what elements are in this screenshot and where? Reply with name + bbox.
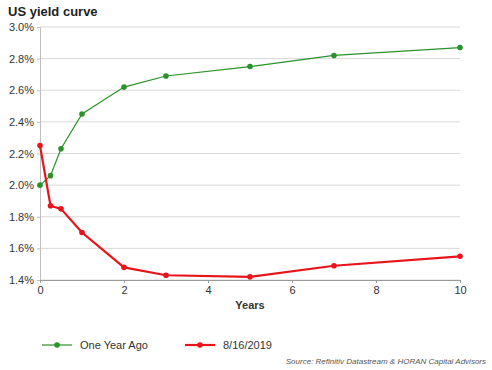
legend-label: 8/16/2019 — [223, 339, 272, 351]
x-tick-mark — [40, 280, 41, 283]
series-point — [163, 272, 169, 278]
x-axis: 0 2 4 6 8 10 — [37, 280, 466, 296]
legend-item: 8/16/2019 — [185, 339, 272, 351]
chart-title: US yield curve — [8, 4, 98, 19]
chart-svg: US yield curve 1.4% 1.6% 1.8% 2.0% 2.2% 2.4% 2.… — [0, 0, 492, 370]
y-tick: 3.0% — [9, 21, 40, 33]
y-axis-line — [37, 28, 41, 281]
y-tick: 2.2% — [9, 148, 40, 160]
series-point — [247, 64, 253, 70]
series-point — [331, 53, 337, 59]
y-tick-mark — [37, 248, 40, 249]
y-tick-label: 3.0% — [9, 21, 34, 33]
series-point — [79, 230, 85, 236]
y-tick-mark — [37, 90, 40, 91]
legend-label: One Year Ago — [80, 339, 148, 351]
grid — [40, 27, 460, 280]
series-point — [37, 143, 43, 149]
series-point — [163, 73, 169, 79]
y-axis: 1.4% 1.6% 1.8% 2.0% 2.2% 2.4% 2.6% 2.8% 3.0% — [9, 21, 41, 286]
series-point — [457, 45, 463, 51]
source-note: Source: Refinitiv Datastream & HORAN Cap… — [286, 357, 486, 366]
y-tick: 2.8% — [9, 53, 40, 65]
marks — [37, 45, 463, 280]
grid-line — [40, 216, 460, 217]
series-point — [247, 274, 253, 280]
series-point — [58, 146, 64, 152]
grid-line — [40, 121, 460, 122]
series-point — [37, 182, 43, 188]
series-line — [40, 48, 460, 186]
legend-marker — [54, 342, 60, 348]
y-tick: 1.4% — [9, 274, 40, 286]
series-point — [331, 263, 337, 269]
x-tick: 8 — [373, 280, 379, 296]
y-tick-mark — [37, 217, 40, 218]
x-tick-label: 6 — [289, 284, 295, 296]
x-tick-label: 10 — [454, 284, 466, 296]
y-tick-label: 1.6% — [9, 242, 34, 254]
legend-item: One Year Ago — [42, 339, 148, 351]
y-tick: 1.8% — [9, 211, 40, 223]
grid-line — [40, 90, 460, 91]
y-tick: 2.6% — [9, 84, 40, 96]
y-tick: 2.0% — [9, 179, 40, 191]
x-tick: 6 — [289, 280, 295, 296]
x-tick-label: 0 — [37, 284, 43, 296]
y-tick-mark — [37, 280, 40, 281]
y-tick-label: 2.0% — [9, 179, 34, 191]
grid-line — [40, 185, 460, 186]
series-point — [58, 206, 64, 212]
legend-marker — [197, 342, 203, 348]
series-line — [40, 146, 460, 277]
x-tick: 2 — [121, 280, 127, 296]
x-tick-mark — [124, 280, 125, 283]
x-axis-line — [41, 281, 461, 284]
x-tick-mark — [376, 280, 377, 283]
x-tick-label: 4 — [205, 284, 211, 296]
series-point — [121, 265, 127, 271]
legend: One Year Ago 8/16/2019 — [42, 339, 272, 351]
x-tick-label: 2 — [121, 284, 127, 296]
y-tick-mark — [37, 122, 40, 123]
series-point — [48, 173, 54, 179]
grid-line — [40, 153, 460, 154]
y-tick-label: 1.4% — [9, 274, 34, 286]
plot-area: 1.4% 1.6% 1.8% 2.0% 2.2% 2.4% 2.6% 2.8% 3.0% 0 2 4 6… — [9, 21, 467, 311]
y-tick-label: 2.4% — [9, 116, 34, 128]
y-tick-label: 2.6% — [9, 84, 34, 96]
series-point — [457, 253, 463, 259]
grid-line — [40, 27, 460, 28]
x-tick-mark — [292, 280, 293, 283]
y-tick-mark — [37, 59, 40, 60]
series-point — [48, 203, 54, 209]
x-tick-mark — [208, 280, 209, 283]
y-tick-label: 1.8% — [9, 211, 34, 223]
y-tick-label: 2.2% — [9, 148, 34, 160]
x-tick: 4 — [205, 280, 211, 296]
y-tick-mark — [37, 27, 40, 28]
x-tick: 10 — [454, 280, 466, 296]
grid-line — [40, 58, 460, 59]
y-tick-label: 2.8% — [9, 53, 34, 65]
y-tick: 2.4% — [9, 116, 40, 128]
series-point — [121, 84, 127, 90]
x-tick-label: 8 — [373, 284, 379, 296]
x-tick: 0 — [37, 280, 43, 296]
series-point — [79, 111, 85, 117]
x-axis-title: Years — [235, 299, 264, 311]
y-tick: 1.6% — [9, 242, 40, 254]
y-tick-mark — [37, 154, 40, 155]
x-tick-mark — [460, 280, 461, 283]
